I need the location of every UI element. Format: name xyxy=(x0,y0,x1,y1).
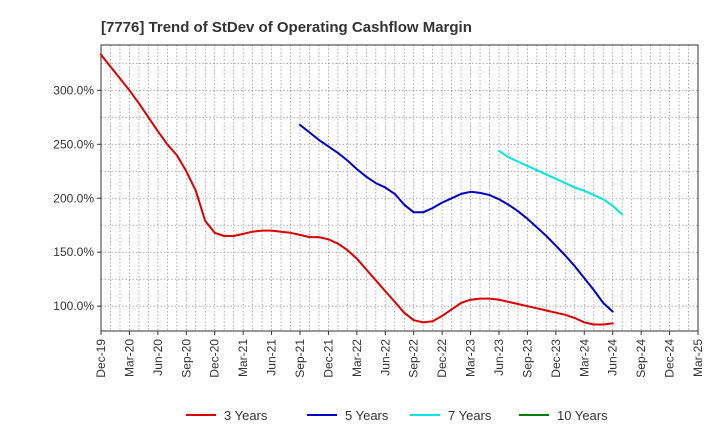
x-tick-label: Dec-19 xyxy=(94,339,108,378)
x-tick-label: Sep-22 xyxy=(407,339,421,378)
legend-label-1: 5 Years xyxy=(345,408,389,423)
x-tick-label: Mar-25 xyxy=(691,339,705,377)
legend-label-2: 7 Years xyxy=(448,408,492,423)
series-lines xyxy=(100,53,624,326)
x-tick-label: Sep-20 xyxy=(179,339,193,378)
x-tick-label: Jun-22 xyxy=(378,339,392,376)
x-tick-label: Jun-24 xyxy=(606,339,620,376)
legend: 3 Years 5 Years 7 Years 10 Years xyxy=(186,408,608,423)
y-tick-label: 150.0% xyxy=(53,245,94,259)
y-tick-label: 100.0% xyxy=(53,299,94,313)
x-tick-label: Mar-21 xyxy=(236,339,250,377)
legend-label-0: 3 Years xyxy=(224,408,268,423)
y-axis: 100.0% 150.0% 200.0% 250.0% 300.0% xyxy=(53,83,101,313)
x-tick-label: Dec-23 xyxy=(549,339,563,378)
x-tick-label: Sep-23 xyxy=(520,339,534,378)
legend-label-3: 10 Years xyxy=(557,408,608,423)
chart-title: [7776] Trend of StDev of Operating Cashf… xyxy=(101,19,472,36)
x-axis: Dec-19 Mar-20 Jun-20 Sep-20 Dec-20 Mar-21 Jun-… xyxy=(94,331,705,378)
series-line-1 xyxy=(299,123,614,313)
x-tick-label: Dec-21 xyxy=(321,339,335,378)
series-line-2 xyxy=(498,149,624,216)
x-tick-label: Jun-20 xyxy=(151,339,165,376)
y-tick-label: 200.0% xyxy=(53,191,94,205)
x-tick-label: Sep-21 xyxy=(293,339,307,378)
y-tick-label: 300.0% xyxy=(53,83,94,97)
x-tick-label: Mar-24 xyxy=(577,339,591,377)
x-tick-label: Dec-22 xyxy=(435,339,449,378)
x-tick-label: Mar-23 xyxy=(464,339,478,377)
y-tick-label: 250.0% xyxy=(53,137,94,151)
x-tick-label: Sep-24 xyxy=(634,339,648,378)
x-tick-label: Dec-24 xyxy=(663,339,677,378)
x-tick-label: Jun-23 xyxy=(492,339,506,376)
x-tick-label: Mar-20 xyxy=(122,339,136,377)
grid xyxy=(100,45,699,331)
x-tick-label: Dec-20 xyxy=(208,339,222,378)
x-tick-label: Jun-21 xyxy=(265,339,279,376)
series-line-0 xyxy=(100,53,614,326)
plot-area xyxy=(100,44,699,332)
x-tick-label: Mar-22 xyxy=(350,339,364,377)
